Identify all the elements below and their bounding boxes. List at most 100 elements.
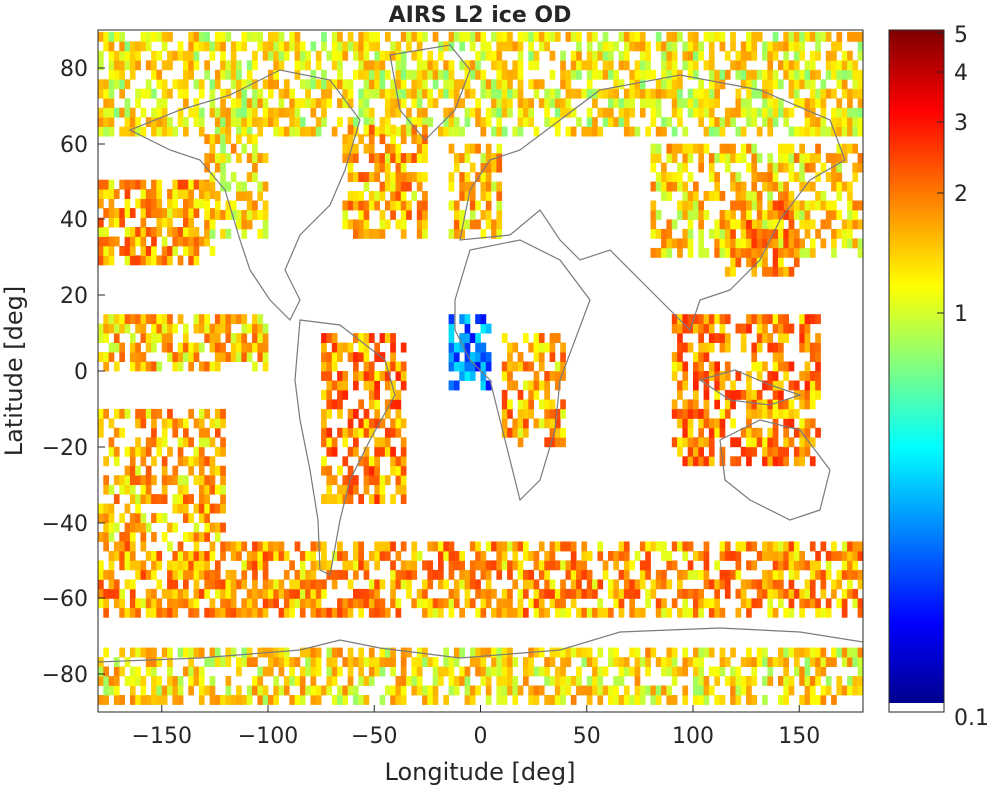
heatmap-cell (677, 666, 683, 677)
heatmap-cell (268, 117, 274, 127)
heatmap-cell (453, 98, 460, 109)
heatmap-cell (294, 598, 301, 609)
heatmap-cell (804, 361, 811, 372)
heatmap-cell (294, 107, 301, 118)
heatmap-cell (167, 579, 173, 590)
heatmap-cell (570, 31, 577, 42)
heatmap-cell (778, 541, 784, 552)
heatmap-cell (268, 31, 274, 42)
heatmap-cell (140, 198, 147, 209)
heatmap-cell (772, 107, 779, 118)
heatmap-cell (337, 380, 343, 391)
heatmap-cell (533, 598, 540, 609)
heatmap-cell (809, 219, 816, 230)
heatmap-cell (746, 41, 752, 52)
heatmap-cell (496, 598, 503, 609)
heatmap-cell (395, 465, 402, 476)
heatmap-cell (273, 126, 279, 137)
heatmap-cell (730, 143, 736, 154)
heatmap-cell (560, 427, 566, 438)
heatmap-cell (528, 41, 534, 52)
heatmap-cell (746, 437, 752, 448)
heatmap-cell (241, 314, 248, 325)
heatmap-cell (151, 437, 157, 448)
heatmap-cell (459, 361, 465, 372)
heatmap-cell (576, 666, 582, 677)
heatmap-cell (820, 191, 827, 201)
heatmap-cell (119, 427, 125, 438)
heatmap-cell (560, 676, 566, 686)
heatmap-cell (98, 198, 104, 209)
heatmap-cell (183, 437, 189, 448)
heatmap-cell (634, 579, 641, 590)
heatmap-cell (650, 228, 657, 239)
heatmap-cell (746, 228, 752, 239)
heatmap-cell (847, 219, 853, 230)
heatmap-cell (645, 551, 651, 561)
heatmap-cell (825, 88, 832, 99)
heatmap-cell (129, 342, 136, 353)
heatmap-cell (857, 569, 863, 580)
heatmap-cell (129, 541, 136, 552)
heatmap-cell (560, 685, 566, 696)
heatmap-cell (613, 695, 619, 705)
heatmap-cell (501, 607, 508, 618)
heatmap-cell (815, 41, 821, 52)
heatmap-cell (358, 560, 364, 571)
heatmap-cell (841, 607, 848, 618)
heatmap-cell (321, 107, 327, 118)
heatmap-cell (693, 607, 699, 618)
y-tick-label: 20 (60, 284, 88, 309)
heatmap-cell (464, 342, 471, 353)
heatmap-cell (650, 685, 657, 696)
heatmap-cell (347, 579, 354, 590)
heatmap-cell (390, 647, 396, 658)
heatmap-cell (480, 657, 487, 667)
heatmap-cell (416, 41, 423, 52)
heatmap-cell (841, 181, 848, 192)
heatmap-cell (783, 456, 789, 467)
heatmap-cell (783, 399, 789, 410)
heatmap-cell (682, 408, 689, 419)
heatmap-cell (411, 598, 418, 609)
heatmap-cell (395, 79, 402, 90)
heatmap-cell (847, 181, 853, 192)
heatmap-cell (342, 200, 349, 211)
heatmap-cell (751, 598, 758, 609)
heatmap-cell (432, 569, 439, 580)
heatmap-cell (799, 126, 805, 137)
heatmap-cell (698, 666, 704, 677)
heatmap-cell (283, 50, 290, 61)
heatmap-cell (767, 657, 774, 667)
heatmap-cell (650, 579, 657, 590)
heatmap-cell (278, 50, 285, 61)
heatmap-cell (113, 598, 120, 609)
y-tick-label: −80 (42, 663, 88, 688)
heatmap-cell (629, 579, 635, 590)
heatmap-cell (793, 60, 800, 71)
heatmap-cell (400, 181, 407, 192)
heatmap-cell (469, 361, 476, 372)
heatmap-cell (198, 465, 205, 476)
heatmap-cell (788, 418, 795, 429)
heatmap-cell (661, 126, 667, 137)
heatmap-cell (400, 153, 407, 163)
heatmap-cell (687, 427, 694, 438)
heatmap-cell (108, 314, 115, 325)
heatmap-cell (262, 200, 269, 211)
heatmap-cell (453, 551, 460, 561)
heatmap-cell (523, 666, 529, 677)
heatmap-cell (485, 79, 492, 90)
heatmap-cell (337, 551, 343, 561)
heatmap-cell (517, 41, 524, 52)
heatmap-cell (416, 666, 423, 677)
heatmap-cell (772, 228, 779, 239)
heatmap-cell (337, 569, 343, 580)
heatmap-cell (714, 676, 720, 686)
heatmap-cell (804, 427, 811, 438)
heatmap-cell (682, 200, 689, 211)
heatmap-cell (161, 513, 168, 523)
heatmap-cell (368, 41, 375, 52)
heatmap-cell (246, 200, 253, 211)
heatmap-cell (337, 695, 343, 705)
